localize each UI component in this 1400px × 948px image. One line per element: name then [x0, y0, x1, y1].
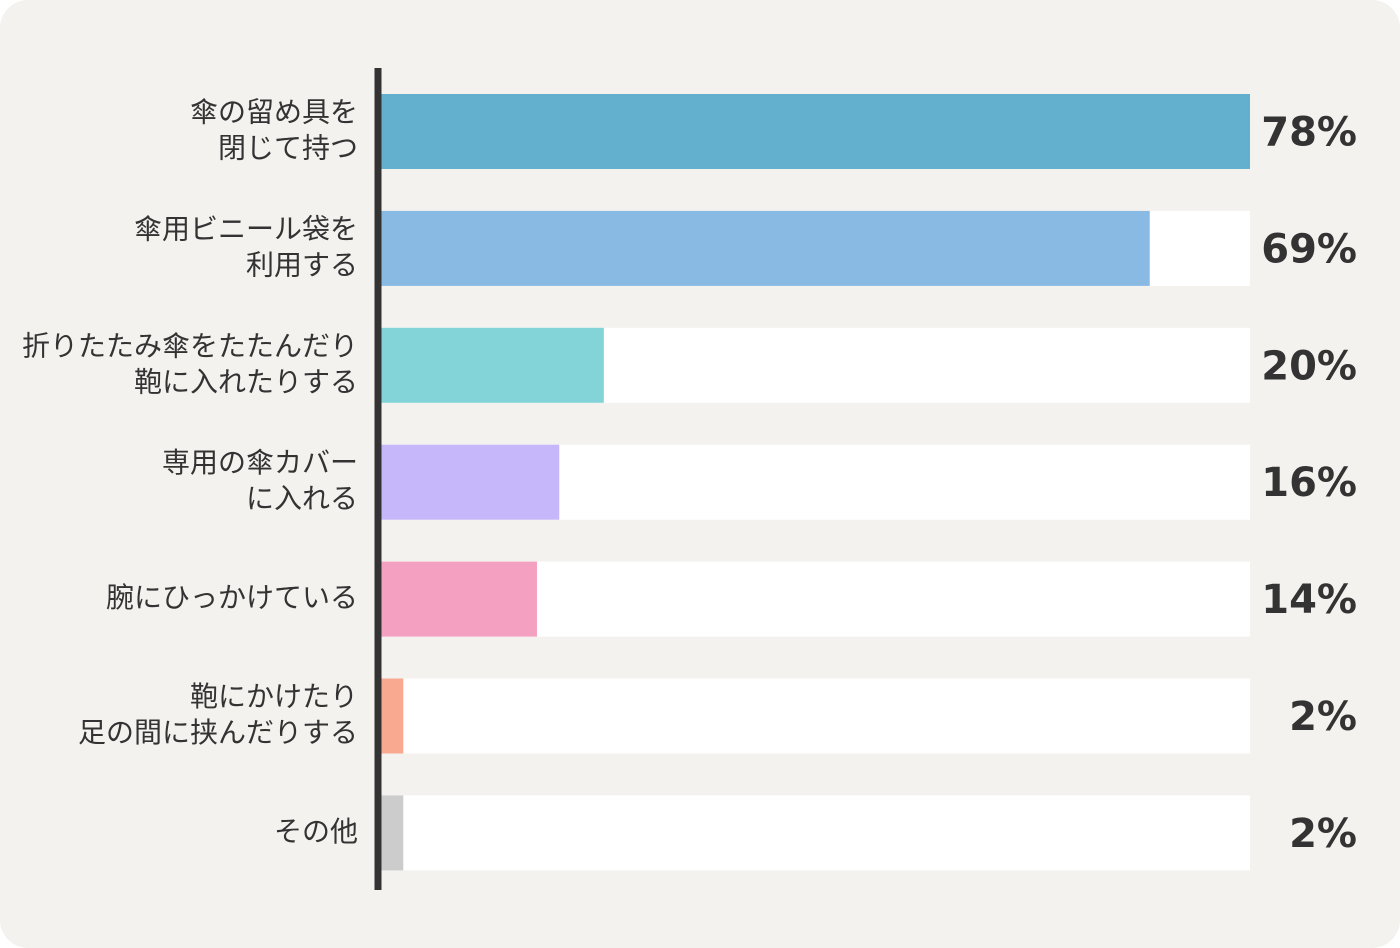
- bar-5: [381, 561, 537, 637]
- category-label-line: 鞄にかけたり: [190, 680, 358, 713]
- bar-1: [381, 94, 1250, 169]
- bar-track-7: [381, 795, 1250, 871]
- bar-2: [381, 210, 1150, 286]
- value-label-6: 2%: [1289, 694, 1357, 740]
- category-label-line: 傘の留め具を: [190, 96, 358, 129]
- value-label-2: 69%: [1261, 226, 1357, 272]
- bar-6: [381, 678, 404, 754]
- category-label-line: に入れる: [246, 482, 358, 515]
- category-label-5: 腕にひっかけている: [106, 581, 358, 614]
- category-label-3: 折りたたみ傘をたたんだり鞄に入れたりする: [22, 329, 358, 398]
- bar-3: [381, 327, 604, 403]
- category-label-6: 鞄にかけたり足の間に挟んだりする: [78, 680, 358, 749]
- category-label-line: 足の間に挟んだりする: [78, 716, 358, 749]
- category-label-line: その他: [274, 815, 358, 848]
- bar-track-6: [381, 678, 1250, 754]
- category-label-4: 専用の傘カバーに入れる: [162, 446, 358, 515]
- value-label-3: 20%: [1261, 343, 1357, 389]
- category-label-7: その他: [274, 815, 358, 848]
- bar-4: [381, 444, 560, 520]
- category-label-line: 鞄に入れたりする: [134, 365, 358, 398]
- bar-7: [381, 795, 404, 871]
- category-label-line: 専用の傘カバー: [162, 446, 358, 479]
- value-label-5: 14%: [1261, 577, 1357, 623]
- category-label-line: 利用する: [246, 248, 358, 281]
- category-label-line: 傘用ビニール袋を: [134, 212, 358, 245]
- value-label-7: 2%: [1289, 811, 1357, 857]
- category-label-line: 閉じて持つ: [218, 132, 358, 165]
- value-label-1: 78%: [1261, 110, 1357, 156]
- value-label-4: 16%: [1261, 460, 1357, 506]
- category-label-line: 腕にひっかけている: [106, 581, 358, 614]
- category-label-1: 傘の留め具を閉じて持つ: [190, 96, 358, 165]
- category-label-line: 折りたたみ傘をたたんだり: [22, 329, 358, 362]
- category-label-2: 傘用ビニール袋を利用する: [134, 212, 358, 281]
